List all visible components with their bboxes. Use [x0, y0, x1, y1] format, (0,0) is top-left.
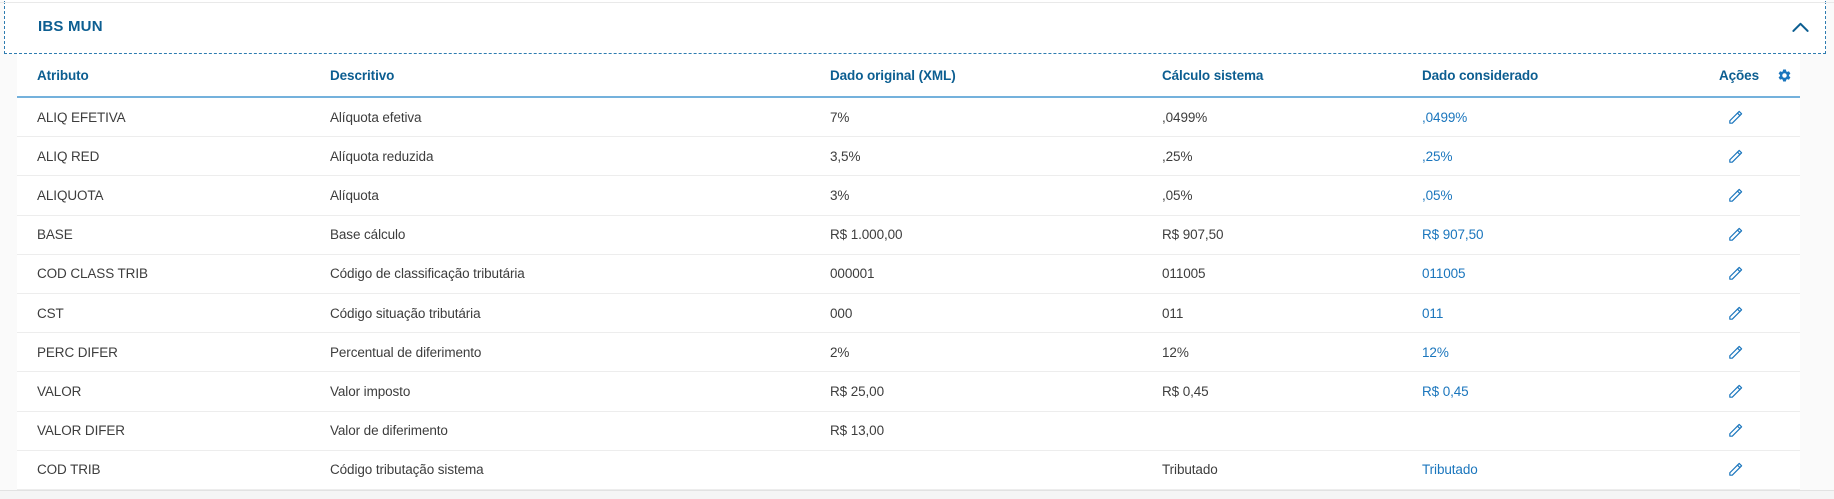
- edit-pencil-icon[interactable]: [1727, 305, 1744, 322]
- cell-atributo: PERC DIFER: [37, 344, 118, 360]
- edit-pencil-icon[interactable]: [1727, 226, 1744, 243]
- cell-dado-original: R$ 13,00: [830, 423, 884, 439]
- cell-dado-original: 3,5%: [830, 148, 861, 164]
- cell-acoes: [1700, 344, 1792, 361]
- cell-dado-considerado[interactable]: 011: [1422, 305, 1444, 321]
- cell-atributo: CST: [37, 305, 64, 321]
- table-header-row: Atributo Descritivo Dado original (XML) …: [17, 54, 1800, 98]
- cell-atributo: BASE: [37, 227, 73, 243]
- cell-dado-considerado[interactable]: 12%: [1422, 344, 1449, 360]
- table-row: COD CLASS TRIB Código de classificação t…: [17, 254, 1800, 294]
- cell-descritivo: Percentual de diferimento: [330, 344, 482, 360]
- cell-acoes: [1700, 422, 1792, 439]
- column-header-atributo: Atributo: [37, 67, 89, 83]
- column-header-dado-considerado: Dado considerado: [1422, 67, 1539, 83]
- cell-calculo-sistema: ,0499%: [1162, 109, 1208, 125]
- table-row: VALOR Valor imposto R$ 25,00 R$ 0,45 R$ …: [17, 372, 1800, 412]
- cell-dado-considerado[interactable]: R$ 0,45: [1422, 383, 1469, 399]
- cell-descritivo: Valor de diferimento: [330, 423, 448, 439]
- cell-atributo: ALIQ EFETIVA: [37, 109, 126, 125]
- cell-calculo-sistema: R$ 0,45: [1162, 383, 1209, 399]
- cell-acoes: [1700, 226, 1792, 243]
- cell-atributo: VALOR DIFER: [37, 423, 125, 439]
- edit-pencil-icon[interactable]: [1727, 187, 1744, 204]
- table-row: CST Código situação tributária 000 011 0…: [17, 293, 1800, 334]
- cell-dado-original: 2%: [830, 344, 850, 360]
- edit-pencil-icon[interactable]: [1727, 383, 1744, 400]
- cell-dado-original: 7%: [830, 109, 850, 125]
- cell-descritivo: Base cálculo: [330, 227, 406, 243]
- column-header-acoes-label: Ações: [1718, 67, 1759, 83]
- cell-acoes: [1700, 109, 1792, 126]
- cell-calculo-sistema: 011005: [1162, 266, 1206, 282]
- table-row: VALOR DIFER Valor de diferimento R$ 13,0…: [17, 411, 1800, 451]
- cell-dado-original: 000001: [830, 266, 875, 282]
- cell-calculo-sistema: 011: [1162, 305, 1184, 321]
- cell-dado-considerado[interactable]: Tributado: [1422, 462, 1478, 478]
- table-row: BASE Base cálculo R$ 1.000,00 R$ 907,50 …: [17, 215, 1800, 255]
- edit-pencil-icon[interactable]: [1727, 422, 1744, 439]
- cell-acoes: [1700, 148, 1792, 165]
- cell-calculo-sistema: ,05%: [1162, 187, 1193, 203]
- edit-pencil-icon[interactable]: [1727, 148, 1744, 165]
- cell-acoes: [1700, 265, 1792, 282]
- cell-calculo-sistema: R$ 907,50: [1162, 227, 1224, 243]
- cell-calculo-sistema: Tributado: [1162, 462, 1218, 478]
- edit-pencil-icon[interactable]: [1727, 461, 1744, 478]
- table-row: COD TRIB Código tributação sistema Tribu…: [17, 450, 1800, 490]
- column-header-acoes: Ações: [1700, 68, 1792, 83]
- cell-descritivo: Alíquota: [330, 187, 379, 203]
- cell-atributo: COD TRIB: [37, 462, 101, 478]
- cell-atributo: VALOR: [37, 383, 82, 399]
- cell-descritivo: Código de classificação tributária: [330, 266, 525, 282]
- table-row: ALIQ RED Alíquota reduzida 3,5% ,25% ,25…: [17, 137, 1800, 177]
- cell-atributo: ALIQ RED: [37, 148, 100, 164]
- cell-acoes: [1700, 187, 1792, 204]
- cell-descritivo: Alíquota efetiva: [330, 109, 422, 125]
- edit-pencil-icon[interactable]: [1727, 109, 1744, 126]
- gear-icon[interactable]: [1777, 68, 1792, 83]
- cell-acoes: [1700, 383, 1792, 400]
- cell-dado-considerado[interactable]: R$ 907,50: [1422, 227, 1484, 243]
- column-header-dado-original: Dado original (XML): [830, 67, 956, 83]
- cell-dado-considerado[interactable]: ,05%: [1422, 187, 1453, 203]
- panel-title: IBS MUN: [38, 18, 103, 35]
- cell-atributo: ALIQUOTA: [37, 187, 104, 203]
- chevron-up-icon[interactable]: [1789, 16, 1811, 38]
- column-header-descritivo: Descritivo: [330, 67, 395, 83]
- cell-dado-original: R$ 25,00: [830, 383, 884, 399]
- cell-dado-original: R$ 1.000,00: [830, 227, 903, 243]
- cell-dado-original: 3%: [830, 187, 850, 203]
- ibs-mun-panel-header[interactable]: IBS MUN: [4, 0, 1826, 54]
- attributes-table: Atributo Descritivo Dado original (XML) …: [17, 54, 1800, 499]
- cell-dado-considerado[interactable]: ,25%: [1422, 148, 1453, 164]
- top-divider: [0, 2, 1834, 3]
- cell-dado-considerado[interactable]: ,0499%: [1422, 109, 1468, 125]
- cell-atributo: COD CLASS TRIB: [37, 266, 148, 282]
- table-row: ALIQ EFETIVA Alíquota efetiva 7% ,0499% …: [17, 98, 1800, 138]
- edit-pencil-icon[interactable]: [1727, 344, 1744, 361]
- cell-calculo-sistema: ,25%: [1162, 148, 1193, 164]
- cell-acoes: [1700, 461, 1792, 478]
- cell-dado-considerado[interactable]: 011005: [1422, 266, 1466, 282]
- table-row: PERC DIFER Percentual de diferimento 2% …: [17, 333, 1800, 373]
- table-row: ALIQUOTA Alíquota 3% ,05% ,05%: [17, 176, 1800, 216]
- bottom-cut-strip: [0, 490, 1834, 499]
- cell-descritivo: Código situação tributária: [330, 305, 481, 321]
- cell-calculo-sistema: 12%: [1162, 344, 1189, 360]
- column-header-calculo-sistema: Cálculo sistema: [1162, 67, 1264, 83]
- table-body: ALIQ EFETIVA Alíquota efetiva 7% ,0499% …: [17, 98, 1800, 490]
- edit-pencil-icon[interactable]: [1727, 265, 1744, 282]
- cell-descritivo: Código tributação sistema: [330, 462, 484, 478]
- cell-descritivo: Valor imposto: [330, 383, 411, 399]
- cell-acoes: [1700, 305, 1792, 322]
- cell-dado-original: 000: [830, 305, 853, 321]
- cell-descritivo: Alíquota reduzida: [330, 148, 434, 164]
